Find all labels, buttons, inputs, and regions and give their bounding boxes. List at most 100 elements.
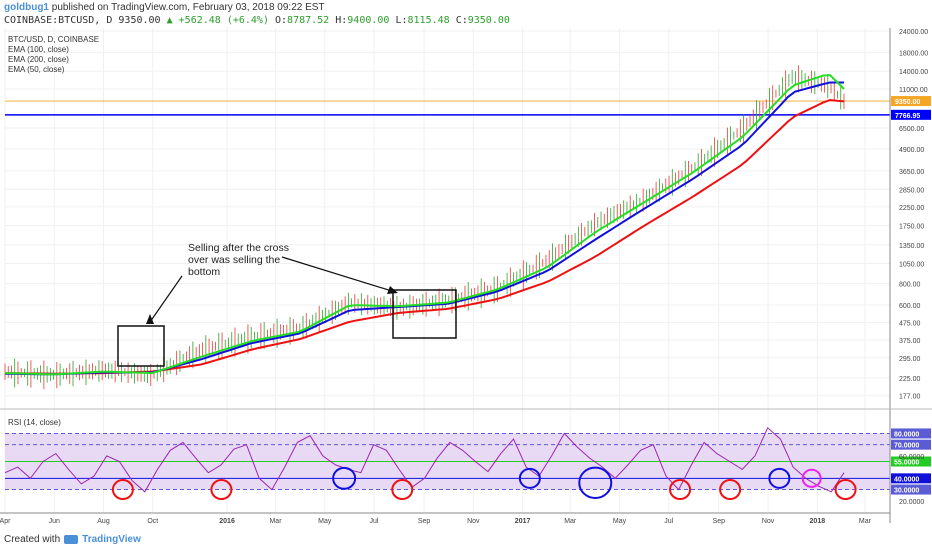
rsi-highlight-circle [578,466,613,500]
rsi-highlight-circle [801,468,822,488]
annotation-box-2015 [117,325,165,367]
annotation-arrow-left [149,275,183,323]
price-chart[interactable]: 24000.00 18000.00 14000.00 11000.00 6500.00 4… [0,28,932,533]
time-tick-label: May [318,518,332,525]
price-tick-label: 295.00 [899,356,921,363]
time-tick-label: Mar [269,518,282,525]
price-marker-label: 9350.00 [895,99,920,106]
time-tick-label: Nov [762,518,775,525]
last-price: 9350.00 [118,15,161,26]
price-tick-label: 14000.00 [899,69,928,76]
tradingview-logo-icon [64,535,79,544]
rsi-highlight-circle [768,467,791,489]
low-value: 8115.48 [407,15,450,26]
publish-info: published on TradingView.com, February 0… [51,2,325,13]
price-tick-label: 24000.00 [899,29,928,36]
rsi-highlight-circle [391,479,414,501]
rsi-highlight-circle [210,479,233,501]
axes: 24000.00 18000.00 14000.00 11000.00 6500.00 4… [0,28,932,525]
horizontal-lines [5,100,890,116]
time-tick-label: Mar [859,518,872,525]
time-tick-label: Apr [0,518,11,525]
legend-title: BTC/USD, D, COINBASE [8,35,99,44]
rsi-level-label: 70.0000 [894,443,919,450]
time-tick-label: Jul [664,518,673,525]
rsi-highlight-circle [332,466,357,490]
time-tick-label: 2016 [219,518,235,525]
rsi-level-tag [891,428,931,439]
time-tick-label: Jul [370,518,379,525]
price-tick-label: 375.00 [899,338,921,345]
rsi-bands [5,432,890,491]
time-tick-label: Oct [147,518,158,525]
footer: Created with TradingView [4,534,141,545]
price-change: +562.48 (+6.4%) [178,15,269,26]
price-tick-label: 600.00 [899,303,921,310]
price-tick-label: 1750.00 [899,224,924,231]
price-tick-label: 1350.00 [899,243,924,250]
price-marker-tag [891,109,931,120]
time-tick-label: 2018 [810,518,826,525]
rsi-level-label: 40.0000 [894,476,919,483]
time-tick-label: May [613,518,627,525]
rsi-tick-label: 20.0000 [899,499,924,506]
time-tick-label: Sep [713,518,726,525]
annotation-arrowhead-left [146,314,154,324]
rsi-circles [111,466,857,501]
legend-ema100: EMA (100, close) [8,45,69,54]
grid [4,28,890,512]
close-label: C: [455,15,468,26]
rsi-path [4,426,845,493]
price-tick-label: 225.00 [899,376,921,383]
price-marker-tag [891,96,931,107]
price-marker-label: 7766.95 [895,113,920,120]
annotation-arrowhead-right [387,286,398,294]
open-label: O: [275,15,288,26]
time-tick-label: Jun [49,518,60,525]
price-tick-label: 18000.00 [899,50,928,57]
rsi-highlight-circle [111,479,134,501]
time-tick-label: Sep [418,518,431,525]
ema-lines [4,74,845,376]
time-tick-label: Mar [564,518,577,525]
annotation-box-2016 [392,289,457,339]
price-tick-label: 4900.00 [899,147,924,154]
rsi-level-label: 80.0000 [894,431,919,438]
time-tick-label: 2017 [515,518,531,525]
price-tick-label: 177.00 [899,394,921,401]
symbol-label: COINBASE:BTCUSD, D [4,15,113,26]
time-tick-label: Aug [97,518,110,525]
time-tick-label: Nov [467,518,480,525]
rsi-tick-label: 60.0000 [899,454,924,461]
rsi-level-tag [891,484,931,495]
author-name[interactable]: goldbug1 [4,2,49,13]
open-value: 8787.52 [287,15,330,26]
ema50-line [4,74,845,376]
annotation-line-2: over was selling the [188,254,280,266]
rsi-highlight-circle [669,479,692,501]
price-tick-label: 2850.00 [899,187,924,194]
price-tick-label: 800.00 [899,282,921,289]
high-label: H: [335,15,348,26]
close-value: 9350.00 [467,15,510,26]
quote-bar: COINBASE:BTCUSD, D 9350.00 ▲ +562.48 (+6… [4,15,510,26]
price-tick-label: 1050.00 [899,261,924,268]
low-label: L: [395,15,408,26]
rsi-level-label: 55.0000 [894,460,919,467]
price-tick-label: 11000.00 [899,87,928,94]
price-tick-label: 3650.00 [899,169,924,176]
footer-created: Created with [4,534,61,545]
legend-ema200: EMA (200, close) [8,55,69,64]
price-tick-label: 2250.00 [899,205,924,212]
up-arrow-icon: ▲ [166,15,173,26]
rsi-level-label: 30.0000 [894,488,919,495]
annotation-line-3: bottom [188,266,220,278]
high-value: 9400.00 [347,15,390,26]
annotation-arrow-right [281,256,396,293]
footer-brand[interactable]: TradingView [82,534,141,545]
rsi-line [4,426,845,493]
price-tick-label: 6500.00 [899,126,924,133]
price-tick-label: 475.00 [899,320,921,327]
publish-header: goldbug1 published on TradingView.com, F… [4,2,325,14]
rsi-highlight-circle [719,479,742,501]
